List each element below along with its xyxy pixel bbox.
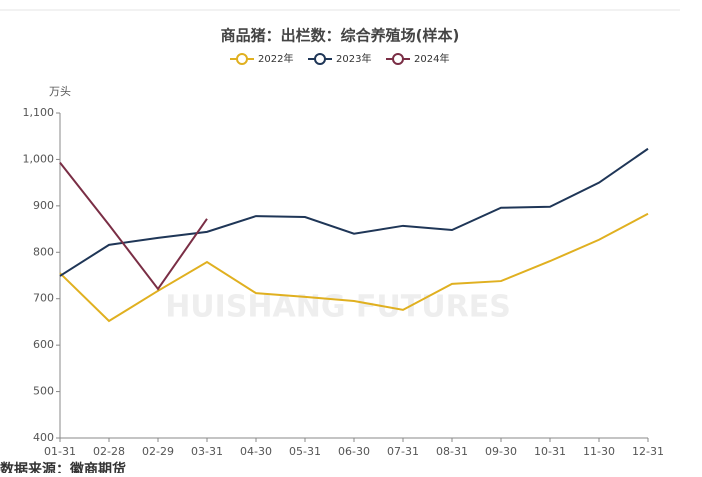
x-tick-label: 02-29 <box>142 445 174 458</box>
legend-marker <box>392 53 404 65</box>
series-line <box>59 147 649 277</box>
legend-label: 2024年 <box>414 52 449 65</box>
x-tick-label: 02-28 <box>93 445 125 458</box>
y-tick-label: 700 <box>33 292 54 305</box>
y-tick-label: 500 <box>33 385 54 398</box>
x-tick-label: 12-31 <box>632 445 664 458</box>
watermark: HUISHANG FUTURES <box>165 290 511 325</box>
x-tick-label: 04-30 <box>240 445 272 458</box>
y-tick-label: 900 <box>33 199 54 212</box>
legend: 2022年 2023年 2024年 <box>230 52 449 65</box>
series-line <box>59 162 208 291</box>
y-tick-label: 1,000 <box>23 152 55 165</box>
x-tick-label: 10-31 <box>534 445 566 458</box>
y-tick-label: 400 <box>33 431 54 444</box>
legend-label: 2022年 <box>258 52 293 65</box>
x-tick-label: 03-31 <box>191 445 223 458</box>
x-tick-label: 07-31 <box>387 445 419 458</box>
x-tick-label: 11-30 <box>583 445 615 458</box>
x-tick-label: 09-30 <box>485 445 517 458</box>
y-tick-label: 600 <box>33 338 54 351</box>
legend-marker <box>236 53 248 65</box>
x-tick-label: 01-31 <box>44 445 76 458</box>
legend-label: 2023年 <box>336 52 371 65</box>
y-tick-label: 1,100 <box>23 106 55 119</box>
legend-marker <box>314 53 326 65</box>
x-tick-label: 05-31 <box>289 445 321 458</box>
y-unit: 万头 <box>49 85 71 98</box>
chart-title: 商品猪：出栏数：综合养殖场(样本) <box>221 27 460 45</box>
x-tick-label: 08-31 <box>436 445 468 458</box>
y-tick-label: 800 <box>33 245 54 258</box>
source: 数据来源：徽商期货 <box>0 461 126 473</box>
series-line <box>59 212 649 323</box>
x-tick-label: 06-30 <box>338 445 370 458</box>
